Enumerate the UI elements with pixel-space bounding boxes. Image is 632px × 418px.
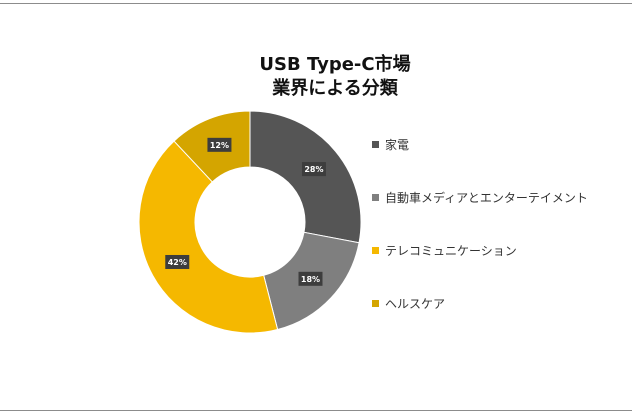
donut-chart: 28% 18% 42% 12%: [138, 110, 362, 334]
chart-title-line-1: USB Type-C市場: [259, 54, 411, 75]
legend-item-consumer-electronics: 家電: [372, 136, 409, 153]
data-label-background: [165, 254, 190, 269]
data-label-3: 12%: [207, 137, 232, 152]
legend-label: 自動車メディアとエンターテイメント: [385, 191, 588, 205]
data-label-background: [301, 162, 326, 177]
legend-label: ヘルスケア: [385, 297, 446, 311]
legend-swatch: [372, 194, 379, 201]
legend-swatch: [372, 141, 379, 148]
data-label-background: [298, 271, 323, 286]
data-label-2: 42%: [165, 254, 190, 269]
data-label-background: [207, 137, 232, 152]
legend-item-automotive-media: 自動車メディアとエンターテイメント: [372, 189, 588, 206]
data-label-0: 28%: [301, 162, 326, 177]
legend-swatch: [372, 300, 379, 307]
data-label-1: 18%: [298, 271, 323, 286]
legend-swatch: [372, 247, 379, 254]
legend-item-telecommunication: テレコミュニケーション: [372, 242, 517, 259]
data-label-text: 28%: [304, 165, 323, 174]
chart-title-line-2: 業界による分類: [272, 78, 398, 99]
data-label-text: 18%: [301, 275, 320, 284]
bottom-border: [0, 410, 632, 411]
legend-label: テレコミュニケーション: [385, 244, 517, 258]
legend-item-healthcare: ヘルスケア: [372, 295, 445, 312]
top-border: [0, 3, 632, 4]
slice-consumer-electronics: [249, 110, 362, 244]
legend-label: 家電: [385, 138, 410, 152]
data-label-text: 12%: [210, 141, 229, 150]
slice-telecommunication: [138, 140, 279, 334]
data-label-text: 42%: [168, 258, 187, 267]
